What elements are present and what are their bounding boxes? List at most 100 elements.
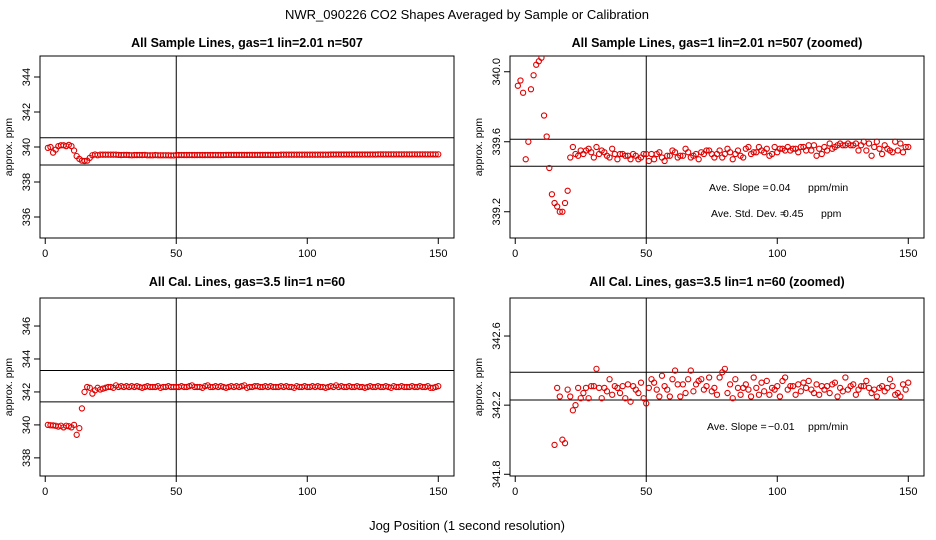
data-point xyxy=(674,381,681,388)
y-tick-label: 338 xyxy=(21,449,33,467)
data-point xyxy=(897,393,904,400)
data-point xyxy=(70,147,78,154)
data-point xyxy=(627,156,634,163)
plot-frame xyxy=(509,55,925,239)
data-point xyxy=(726,149,734,156)
data-point xyxy=(884,384,891,392)
data-point xyxy=(682,389,689,397)
data-point xyxy=(742,381,749,388)
chart-panels: All Sample Lines, gas=1 lin=2.01 n=507 0 5… xyxy=(3,36,925,498)
data-point xyxy=(590,154,597,161)
data-point xyxy=(569,143,577,151)
data-point xyxy=(753,384,760,392)
data-point xyxy=(540,112,548,119)
data-point xyxy=(774,382,781,390)
data-point xyxy=(855,147,862,154)
x-tick-label: 100 xyxy=(298,486,316,498)
data-point xyxy=(902,386,909,393)
x-tick-label: 0 xyxy=(512,486,518,498)
data-point xyxy=(635,389,642,397)
data-point xyxy=(800,379,807,386)
data-point xyxy=(795,381,802,388)
data-point xyxy=(567,393,574,400)
data-point xyxy=(695,156,702,163)
plot-frame xyxy=(39,297,455,477)
data-point xyxy=(894,147,901,154)
data-point xyxy=(671,149,679,156)
annotation-label: Ave. Slope = xyxy=(709,182,769,194)
data-point xyxy=(616,389,624,397)
data-point xyxy=(810,142,818,149)
data-point xyxy=(810,389,818,397)
data-point xyxy=(871,143,878,151)
data-point xyxy=(703,147,710,154)
data-point xyxy=(750,149,757,156)
data-point xyxy=(595,384,603,392)
data-point xyxy=(729,395,736,402)
data-point xyxy=(685,376,692,383)
data-point xyxy=(548,191,556,198)
data-point xyxy=(771,143,778,151)
data-point xyxy=(588,149,595,156)
y-axis-label: approx. ppm xyxy=(473,358,485,417)
data-point xyxy=(81,388,88,396)
data-point xyxy=(73,431,80,438)
annotation-value: 0.04 xyxy=(770,182,791,194)
y-tick-label: 340 xyxy=(21,138,33,156)
data-point xyxy=(897,140,904,147)
data-point xyxy=(577,395,584,402)
data-point xyxy=(611,150,618,158)
data-point xyxy=(776,393,784,400)
y-axis-label: approx. ppm xyxy=(473,118,485,177)
data-point xyxy=(530,72,537,79)
data-point xyxy=(766,391,773,398)
data-point xyxy=(519,89,527,96)
y-tick-label: 340.0 xyxy=(491,58,503,86)
data-point xyxy=(582,384,590,392)
data-point xyxy=(627,398,634,405)
data-point xyxy=(834,393,841,400)
data-point xyxy=(551,441,558,449)
annotation-unit: ppm xyxy=(821,208,842,220)
data-point xyxy=(726,381,734,388)
data-point xyxy=(606,154,613,161)
data-point xyxy=(435,151,442,158)
data-point xyxy=(648,150,655,158)
data-point xyxy=(732,376,739,383)
data-point xyxy=(826,140,833,147)
y-tick-label: 342.2 xyxy=(491,391,503,419)
y-tick-label: 344 xyxy=(21,68,33,86)
data-point xyxy=(517,77,524,84)
x-tick-label: 100 xyxy=(768,486,786,498)
data-point xyxy=(650,379,658,386)
data-point xyxy=(432,151,439,158)
data-point xyxy=(561,440,569,447)
data-point xyxy=(609,145,616,152)
data-point xyxy=(818,150,825,158)
data-point xyxy=(842,374,849,381)
data-point xyxy=(538,56,545,61)
x-tick-label: 50 xyxy=(170,486,182,498)
data-point xyxy=(567,154,574,161)
annotation-value: 0.45 xyxy=(783,208,804,220)
data-point xyxy=(713,391,721,398)
data-point xyxy=(768,150,776,158)
data-point xyxy=(664,386,671,393)
data-point xyxy=(878,150,886,158)
data-point xyxy=(619,382,626,390)
data-point xyxy=(86,384,93,391)
data-point xyxy=(758,379,765,386)
chart-panel-1: All Sample Lines, gas=1 lin=2.01 n=507 0 5… xyxy=(3,36,455,260)
data-points xyxy=(44,382,442,438)
data-point xyxy=(656,393,663,400)
data-point xyxy=(716,374,723,381)
data-point xyxy=(729,156,736,163)
y-tick-label: 342 xyxy=(21,103,33,121)
data-point xyxy=(871,386,878,393)
data-point xyxy=(873,138,880,145)
data-point xyxy=(716,147,723,154)
data-point xyxy=(905,379,912,386)
data-point xyxy=(78,405,86,412)
data-point xyxy=(878,382,886,390)
data-point xyxy=(805,142,812,149)
